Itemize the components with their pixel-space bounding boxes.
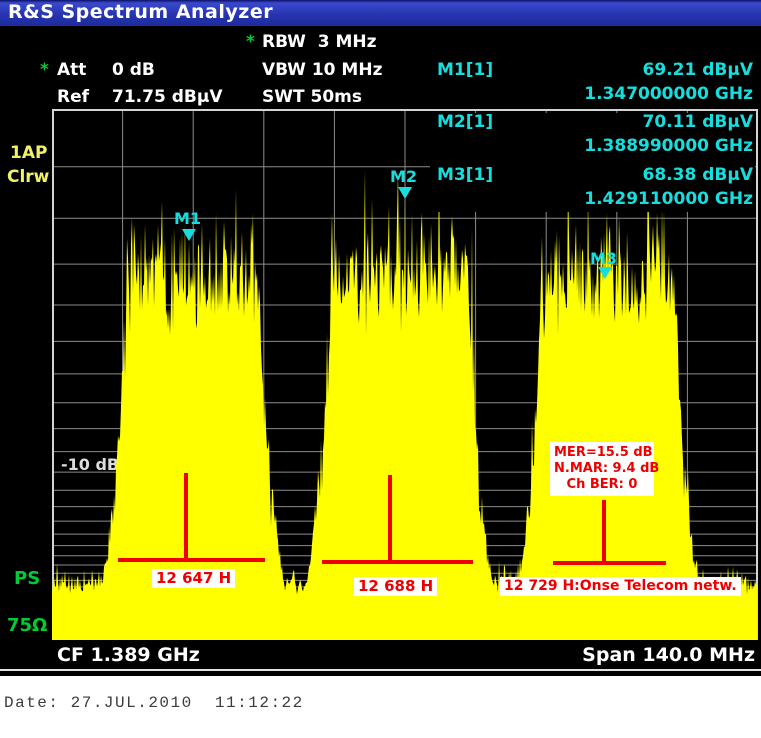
ber-value: Ch BER: 0 [566,477,638,492]
mer-value: MER=15.5 dB [554,445,653,460]
marker-triangle-icon [598,267,612,279]
marker1-level: 69.21 dBµV [642,60,753,80]
marker-label: M1 [174,209,201,228]
att-value: 0 dB [112,60,155,80]
marker-row: M2[1] 70.11 dBµV [437,112,753,134]
marker-row: 1.388990000 GHz [437,136,753,158]
marker3-name: M3[1] [437,165,494,185]
marker1-name: M1[1] [437,60,494,80]
marker-row: M3[1] 68.38 dBµV [437,165,753,187]
trace-mode-label: Clrw [7,167,50,187]
ref-value: 71.75 dBµV [112,87,223,107]
rbw-changed-asterisk: * [246,32,255,52]
marker2-level: 70.11 dBµV [642,112,753,132]
ps-label: PS [14,568,41,589]
rbw-setting: RBW 3 MHz [262,32,377,52]
marker2-name: M2[1] [437,112,494,132]
marker1-frequency: 1.347000000 GHz [584,84,753,104]
date-timestamp: Date: 27.JUL.2010 11:12:22 [4,694,304,712]
marker-row: 1.347000000 GHz [437,84,753,106]
span-readout: Span 140.0 MHz [582,644,755,666]
swt-setting: SWT 50ms [262,87,362,107]
marker-label: M2 [390,167,417,186]
marker3-frequency: 1.429110000 GHz [584,189,753,209]
ref-label: Ref [57,87,90,107]
vbw-setting: VBW 10 MHz [262,60,383,80]
marker-triangle-icon [182,229,196,241]
marker-triangle-icon [398,187,412,199]
marker-row: 1.429110000 GHz [437,189,753,211]
marker-readout-panel: M1[1] 69.21 dBµV 1.347000000 GHz M2[1] 7… [430,55,755,212]
screen-bottom-separator [0,669,761,671]
spectrum-plot: -10 dB M1 M2 M3 MER=15.5 dB N.MAR: 9.4 dB Ch … [52,109,758,640]
att-label: Att [57,60,87,80]
channel-label-2: 12 688 H [354,577,438,596]
center-frequency-readout: CF 1.389 GHz [57,644,200,666]
trace-detector-label: 1AP [10,143,48,163]
scale-label: -10 dB [61,455,119,474]
marker-row: M1[1] 69.21 dBµV [437,60,753,82]
channel-label-1: 12 647 H [152,569,236,588]
spectrum-trace [52,169,757,640]
app-title: R&S Spectrum Analyzer [8,1,274,23]
measurement-box: MER=15.5 dB N.MAR: 9.4 dB Ch BER: 0 [550,442,659,496]
impedance-label: 75Ω [7,615,48,636]
att-changed-asterisk: * [40,60,49,80]
marker2-frequency: 1.388990000 GHz [584,136,753,156]
marker3-level: 68.38 dBµV [642,165,753,185]
marker-panel-background [430,113,755,212]
noise-margin-value: N.MAR: 9.4 dB [554,461,660,476]
marker-label: M3 [590,249,617,268]
title-bar: R&S Spectrum Analyzer [0,0,761,26]
analyzer-screen: R&S Spectrum Analyzer * RBW 3 MHz * Att … [0,0,761,676]
channel-label-3: 12 729 H:Onse Telecom netw. [500,577,741,596]
